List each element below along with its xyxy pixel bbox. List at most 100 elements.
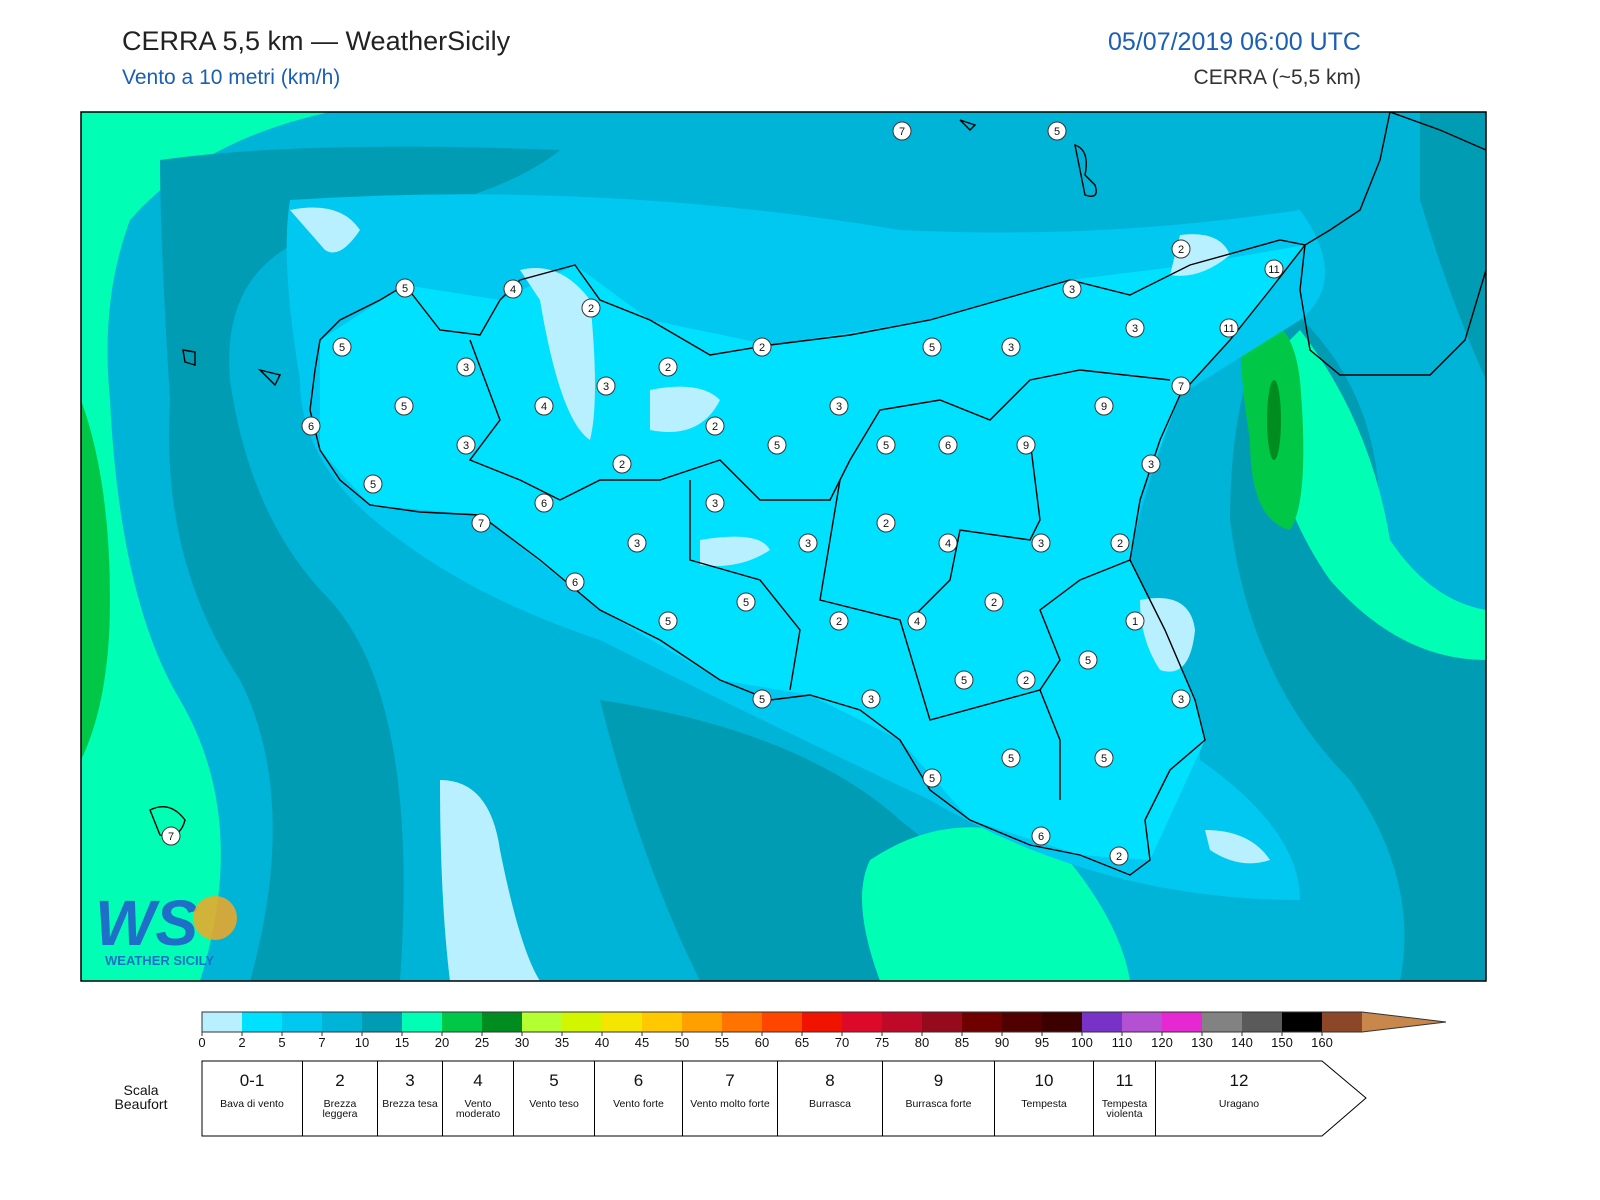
station-marker <box>301 416 321 436</box>
colorbar-tick-label: 160 <box>1311 1035 1333 1050</box>
station: 11 <box>1264 259 1284 279</box>
station-marker <box>534 493 554 513</box>
beaufort-class: 2 Brezza leggera <box>302 1061 377 1136</box>
station: 2 <box>984 592 1004 612</box>
station-marker <box>876 435 896 455</box>
station-value: 2 <box>712 421 718 433</box>
station-marker <box>1094 396 1114 416</box>
colorbar-swatch <box>962 1012 1002 1032</box>
station: 2 <box>1110 533 1130 553</box>
station-marker <box>861 689 881 709</box>
beaufort-description: Vento forte <box>613 1098 664 1110</box>
colorbar-tick-label: 7 <box>318 1035 325 1050</box>
station-value: 3 <box>868 694 874 706</box>
beaufort-description: Burrasca forte <box>905 1098 972 1110</box>
station-value: 1 <box>1132 616 1138 628</box>
station-marker <box>395 278 415 298</box>
station-value: 6 <box>308 421 314 433</box>
station-marker <box>503 279 523 299</box>
station-marker <box>394 396 414 416</box>
station-value: 5 <box>665 616 671 628</box>
beaufort-description: Vento teso <box>529 1098 579 1110</box>
station-value: 3 <box>463 362 469 374</box>
colorbar-frame <box>201 1011 1447 1033</box>
station: 7 <box>471 513 491 533</box>
station: 2 <box>612 454 632 474</box>
coastlines <box>149 111 1487 876</box>
station-marker <box>829 396 849 416</box>
station-value: 2 <box>588 303 594 315</box>
colorbar-tick-label: 5 <box>278 1035 285 1050</box>
station: 4 <box>534 396 554 416</box>
beaufort-label: Scala Beaufort <box>114 1082 168 1112</box>
station: 2 <box>581 298 601 318</box>
station-marker <box>332 337 352 357</box>
station: 2 <box>829 611 849 631</box>
logo-mark: WS <box>95 887 198 959</box>
station-marker <box>658 357 678 377</box>
colorbar-swatch <box>1162 1012 1202 1032</box>
station-marker <box>907 611 927 631</box>
colorbar-swatch <box>1082 1012 1122 1032</box>
station-value: 5 <box>370 479 376 491</box>
station-marker <box>829 611 849 631</box>
colorbar-swatch <box>1122 1012 1162 1032</box>
colorbar-tick-label: 15 <box>395 1035 409 1050</box>
station-marker <box>1110 533 1130 553</box>
station-value: 5 <box>929 773 935 785</box>
station-marker <box>161 826 181 846</box>
station-marker <box>1001 748 1021 768</box>
station: 2 <box>1171 239 1191 259</box>
colorbar-tick-label: 65 <box>795 1035 809 1050</box>
colorbar-tick-label: 25 <box>475 1035 489 1050</box>
station: 5 <box>876 435 896 455</box>
station: 9 <box>1016 435 1036 455</box>
station-marker <box>456 435 476 455</box>
station-marker <box>1264 259 1284 279</box>
station: 5 <box>922 768 942 788</box>
beaufort-class: 5 Vento teso <box>513 1061 594 1136</box>
station-marker <box>658 611 678 631</box>
beaufort-force: 9 <box>933 1071 944 1090</box>
station-marker <box>1109 846 1129 866</box>
beaufort-class: 9 Burrasca forte <box>882 1061 994 1136</box>
station-value: 5 <box>929 342 935 354</box>
station-value: 5 <box>1008 753 1014 765</box>
colorbar-arrow <box>1362 1012 1446 1032</box>
station: 5 <box>1078 650 1098 670</box>
beaufort-description: Tempesta violenta <box>1101 1098 1148 1120</box>
station: 3 <box>627 533 647 553</box>
station: 6 <box>565 572 585 592</box>
station-value: 3 <box>1038 538 1044 550</box>
station-value: 5 <box>339 342 345 354</box>
datetime: 05/07/2019 06:00 UTC <box>1108 28 1361 56</box>
station-marker <box>1062 279 1082 299</box>
station-marker <box>565 572 585 592</box>
station-value: 9 <box>1023 440 1029 452</box>
title: CERRA 5,5 km — WeatherSicily <box>122 26 511 56</box>
station-value: 2 <box>836 616 842 628</box>
colorbar-tick-label: 140 <box>1231 1035 1253 1050</box>
station: 5 <box>332 337 352 357</box>
station-marker <box>892 121 912 141</box>
station-value: 5 <box>743 597 749 609</box>
station: 1 <box>1125 611 1145 631</box>
station-value: 3 <box>1132 323 1138 335</box>
station: 2 <box>1016 670 1036 690</box>
station-marker <box>984 592 1004 612</box>
station-value: 2 <box>1116 851 1122 863</box>
station-marker <box>1125 611 1145 631</box>
beaufort-frame <box>201 1060 1367 1137</box>
station-value: 3 <box>1069 284 1075 296</box>
station: 5 <box>736 592 756 612</box>
station: 3 <box>705 493 725 513</box>
station-marker <box>938 533 958 553</box>
station: 2 <box>1109 846 1129 866</box>
station: 3 <box>1141 454 1161 474</box>
beaufort-force: 5 <box>549 1071 559 1090</box>
station-value: 3 <box>1178 694 1184 706</box>
station-marker <box>705 416 725 436</box>
station: 6 <box>1031 826 1051 846</box>
station-value: 4 <box>541 401 547 413</box>
